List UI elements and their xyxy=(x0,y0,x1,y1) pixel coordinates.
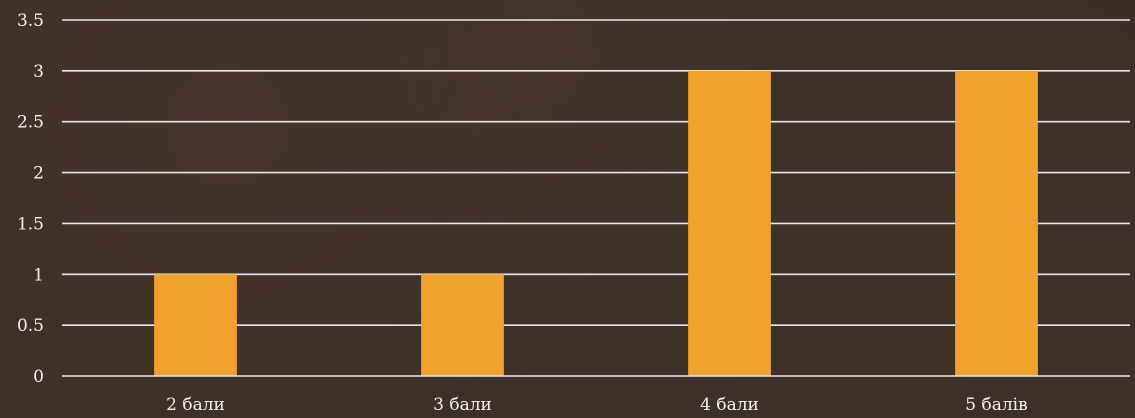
bars-layer xyxy=(154,70,1038,376)
y-tick-label: 1 xyxy=(33,265,44,285)
y-tick-label: 2.5 xyxy=(17,113,44,133)
y-tick-label: 0 xyxy=(33,367,44,387)
bar xyxy=(421,274,504,376)
grid-layer xyxy=(62,19,1130,326)
bar xyxy=(154,274,237,376)
bar xyxy=(955,70,1038,376)
y-tick-label: 2 xyxy=(33,164,44,184)
x-tick-label: 5 балів xyxy=(965,395,1027,415)
y-tick-label: 3 xyxy=(33,62,44,82)
x-tick-label: 2 бали xyxy=(166,395,225,415)
y-tick-label: 0.5 xyxy=(17,316,44,336)
x-axis-ticks: 2 бали 3 бали 4 бали 5 балів xyxy=(166,395,1028,415)
x-tick-label: 3 бали xyxy=(433,395,492,415)
y-axis-ticks: 0 0.5 1 1.5 2 2.5 3 3.5 xyxy=(17,11,44,387)
x-tick-label: 4 бали xyxy=(700,395,759,415)
bar xyxy=(688,70,771,376)
y-tick-label: 3.5 xyxy=(17,11,44,31)
y-tick-label: 1.5 xyxy=(17,214,44,234)
